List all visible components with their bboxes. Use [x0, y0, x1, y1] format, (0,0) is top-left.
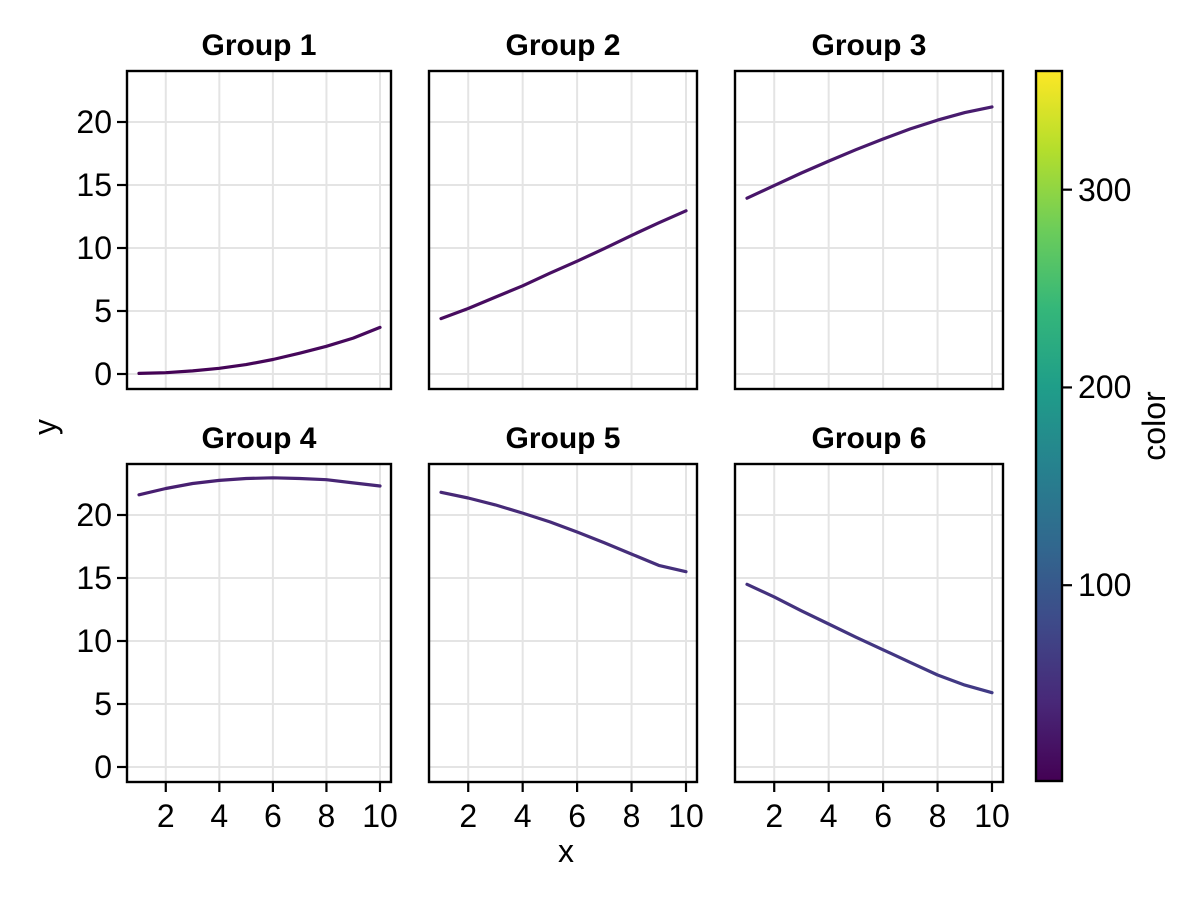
x-tick-label: 2 [156, 798, 175, 834]
x-tick-label: 6 [263, 798, 282, 834]
facet-title-group-2: Group 2 [505, 29, 621, 62]
facet-6 [733, 462, 1005, 792]
facet-1 [117, 69, 393, 391]
colorbar [1034, 69, 1072, 783]
facet-border [125, 69, 393, 391]
y-tick-label: 15 [76, 560, 112, 596]
y-tick-label: 10 [76, 230, 112, 266]
colorbar-tick-label: 100 [1078, 567, 1132, 604]
facet-title-group-3: Group 3 [811, 29, 927, 62]
y-tick-label: 0 [94, 356, 112, 392]
facet-2 [427, 69, 699, 391]
x-tick-label: 4 [210, 798, 229, 834]
y-tick-label: 20 [76, 497, 112, 533]
facet-border [427, 69, 699, 391]
x-tick-label: 8 [928, 798, 947, 834]
facet-border [733, 69, 1005, 391]
facet-title-group-6: Group 6 [811, 422, 927, 455]
data-line-group-3 [745, 105, 994, 200]
facet-border [125, 462, 393, 784]
facet-title-group-1: Group 1 [201, 29, 317, 62]
data-line-group-6 [745, 582, 994, 695]
y-tick-label: 10 [76, 623, 112, 659]
facet-3 [733, 69, 1005, 391]
facet-border [733, 462, 1005, 784]
colorbar-tick-label: 300 [1078, 171, 1132, 208]
y-tick-label: 5 [94, 293, 112, 329]
x-axis-label: x [558, 833, 574, 869]
colorbar-gradient [1036, 71, 1062, 781]
x-tick-label: 10 [668, 798, 704, 834]
y-tick-label: 5 [94, 686, 112, 722]
x-tick-label: 6 [874, 798, 892, 834]
x-tick-label: 10 [974, 798, 1010, 834]
x-tick-label: 2 [459, 798, 478, 834]
x-tick-label: 4 [513, 798, 532, 834]
facet-title-group-4: Group 4 [201, 422, 317, 455]
facet-4 [117, 462, 393, 792]
facet-border [427, 462, 699, 784]
colorbar-border [1034, 69, 1064, 783]
x-tick-label: 6 [568, 798, 586, 834]
y-tick-label: 0 [94, 749, 112, 785]
x-tick-label: 2 [765, 798, 784, 834]
data-line-group-1 [137, 325, 382, 375]
x-tick-label: 8 [622, 798, 641, 834]
x-tick-label: 10 [362, 798, 398, 834]
x-tick-label: 4 [819, 798, 838, 834]
facet-5 [427, 462, 699, 792]
x-tick-label: 8 [317, 798, 336, 834]
data-line-group-2 [439, 209, 688, 321]
facet-title-group-5: Group 5 [505, 422, 621, 455]
colorbar-tick-label: 200 [1078, 369, 1132, 406]
data-line-group-4 [137, 476, 382, 497]
y-tick-label: 15 [76, 167, 112, 203]
y-tick-label: 20 [76, 104, 112, 140]
data-line-group-5 [439, 490, 688, 574]
